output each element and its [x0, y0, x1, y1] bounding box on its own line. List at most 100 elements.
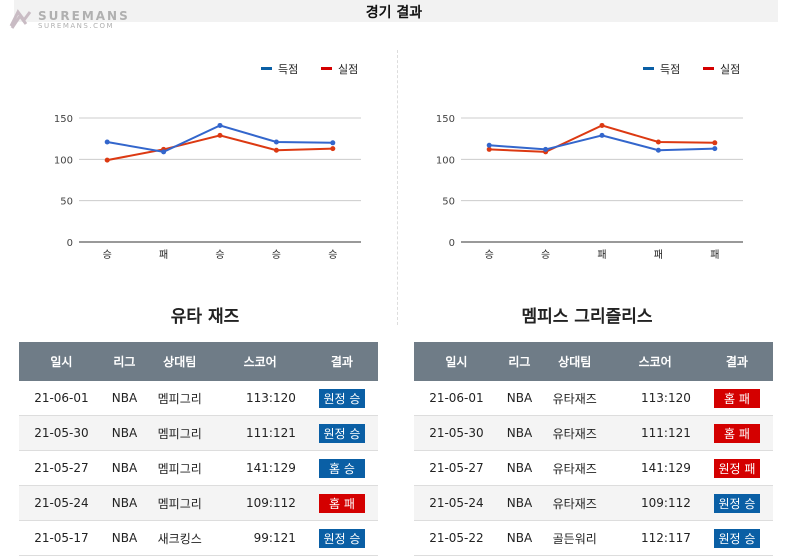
x-tick-label: 패 [654, 249, 663, 261]
data-point [104, 157, 110, 163]
y-tick-label: 0 [449, 238, 455, 249]
column-header: 일시 [19, 342, 104, 381]
logo-subtext: SUREMANS.COM [38, 22, 115, 30]
opponent-cell: 유타재즈 [540, 415, 610, 451]
result-cell: 원정 승 [305, 381, 378, 416]
column-header: 결과 [700, 342, 773, 381]
opponent-cell: 멤피그리 [145, 415, 215, 451]
legend-label-conceded: 실점 [338, 63, 358, 76]
x-tick-label: 패 [597, 249, 606, 261]
column-header: 스코어 [609, 342, 701, 381]
table-row: 21-05-27 NBA 멤피그리 141:129 홈 승 [19, 450, 378, 486]
score-cell: 111:121 [214, 415, 306, 451]
score-cell: 141:129 [609, 450, 701, 486]
team-title-memphis: 멤피스 그리즐리스 [521, 307, 653, 327]
score-cell: 113:120 [609, 381, 701, 416]
result-badge: 원정 승 [713, 493, 760, 513]
date-cell: 21-05-24 [19, 485, 104, 521]
data-point [104, 139, 110, 145]
series-line-scored [107, 124, 333, 153]
table-row: 21-05-24 NBA 유타재즈 109:112 원정 승 [414, 485, 773, 521]
score-cell: 109:112 [214, 485, 306, 521]
x-tick-label: 승 [485, 249, 494, 261]
data-point [655, 147, 661, 153]
column-header: 스코어 [214, 342, 306, 381]
table-row: 21-06-01 NBA 멤피그리 113:120 원정 승 [19, 381, 378, 416]
opponent-cell: 유타재즈 [540, 485, 610, 521]
y-tick-label: 0 [67, 238, 73, 249]
opponent-cell: 골든워리 [540, 520, 610, 556]
score-cell: 141:129 [214, 450, 306, 486]
date-cell: 21-06-01 [414, 381, 499, 416]
date-cell: 21-05-27 [19, 450, 104, 486]
logo: SUREMANS SUREMANS.COM [8, 8, 130, 32]
data-point [273, 139, 279, 145]
column-header: 리그 [498, 342, 541, 381]
legend-swatch-conceded [321, 67, 332, 70]
header-bar [14, 0, 778, 22]
column-header: 상대팀 [145, 342, 215, 381]
column-header: 결과 [305, 342, 378, 381]
league-cell: NBA [103, 415, 146, 451]
opponent-cell: 유타재즈 [540, 381, 610, 416]
result-badge: 원정 승 [713, 528, 760, 548]
table-row: 21-05-22 NBA 골든워리 112:117 원정 승 [414, 520, 773, 556]
league-cell: NBA [498, 450, 541, 486]
x-tick-label: 승 [272, 249, 281, 261]
table-header-row: 일시 리그 상대팀 스코어 결과 [19, 342, 378, 381]
result-cell: 원정 승 [305, 415, 378, 451]
x-tick-label: 패 [159, 249, 168, 261]
data-point [486, 142, 492, 148]
data-point [486, 146, 492, 152]
chart-memphis: 0 50 100 150 승 승 패 패 패 득점 실점 [436, 63, 743, 261]
data-point [599, 132, 605, 138]
data-point [161, 149, 167, 155]
table-header-row: 일시 리그 상대팀 스코어 결과 [414, 342, 773, 381]
score-cell: 112:117 [609, 520, 701, 556]
result-badge: 홈 패 [713, 388, 760, 408]
y-tick-label: 150 [436, 114, 455, 125]
logo-text: SUREMANS [38, 9, 130, 23]
x-tick-label: 승 [103, 249, 112, 261]
result-badge: 홈 패 [318, 493, 365, 513]
chart-utah: 0 50 100 150 승 패 승 승 승 득점 실점 [54, 63, 361, 261]
league-cell: NBA [103, 485, 146, 521]
result-badge: 원정 승 [318, 423, 365, 443]
opponent-cell: 새크킹스 [145, 520, 215, 556]
date-cell: 21-05-30 [414, 415, 499, 451]
opponent-cell: 멤피그리 [145, 381, 215, 416]
result-badge: 홈 승 [318, 458, 365, 478]
column-header: 상대팀 [540, 342, 610, 381]
table-row: 21-05-24 NBA 멤피그리 109:112 홈 패 [19, 485, 378, 521]
score-cell: 111:121 [609, 415, 701, 451]
result-cell: 원정 승 [305, 520, 378, 556]
league-cell: NBA [498, 520, 541, 556]
date-cell: 21-05-27 [414, 450, 499, 486]
result-cell: 원정 승 [700, 520, 773, 556]
data-point [217, 122, 223, 128]
result-badge: 원정 승 [318, 388, 365, 408]
x-tick-label: 승 [328, 249, 337, 261]
data-point [655, 139, 661, 145]
league-cell: NBA [103, 381, 146, 416]
team-title-utah: 유타 재즈 [170, 307, 240, 327]
legend-swatch-scored [261, 67, 272, 70]
date-cell: 21-05-30 [19, 415, 104, 451]
result-cell: 홈 패 [700, 381, 773, 416]
date-cell: 21-06-01 [19, 381, 104, 416]
score-cell: 109:112 [609, 485, 701, 521]
result-cell: 원정 패 [700, 450, 773, 486]
column-header: 리그 [103, 342, 146, 381]
league-cell: NBA [498, 415, 541, 451]
legend-swatch-scored [643, 67, 654, 70]
league-cell: NBA [103, 520, 146, 556]
data-point [543, 146, 549, 152]
page-title: 경기 결과 [365, 5, 423, 21]
data-point [599, 122, 605, 128]
league-cell: NBA [103, 450, 146, 486]
league-cell: NBA [498, 381, 541, 416]
result-badge: 원정 패 [713, 458, 760, 478]
date-cell: 21-05-22 [414, 520, 499, 556]
legend-label-scored: 득점 [660, 63, 680, 76]
data-point [712, 146, 718, 152]
